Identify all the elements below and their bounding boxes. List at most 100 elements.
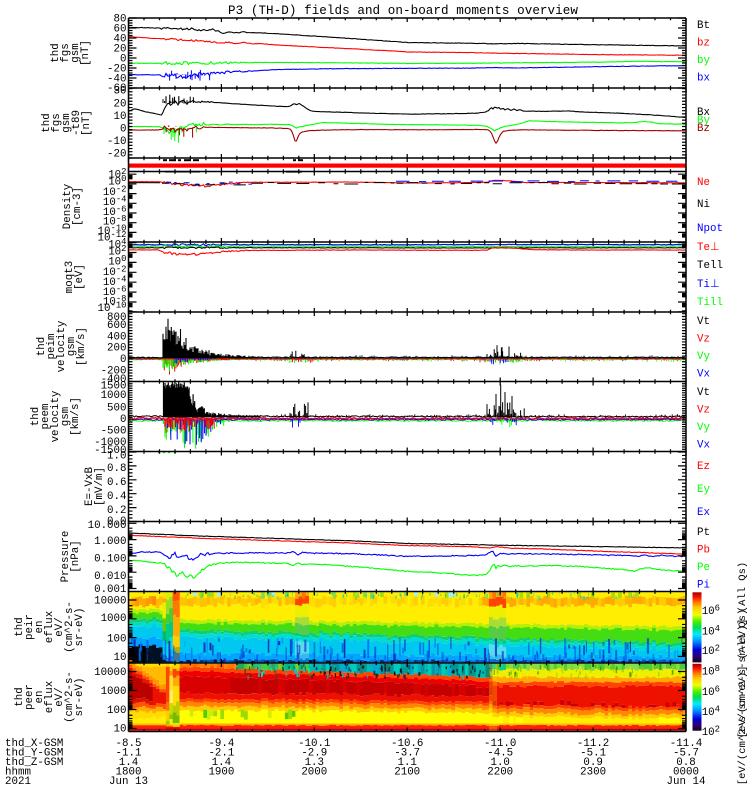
svg-text:-9.4: -9.4: [208, 738, 234, 750]
svg-text:thd: thd: [14, 687, 26, 706]
svg-text:Npot: Npot: [697, 223, 723, 235]
svg-text:0000: 0000: [673, 766, 699, 778]
svg-text:Bx: Bx: [697, 107, 710, 119]
svg-text:P3 (TH-D) fields and on-board: P3 (TH-D) fields and on-board moments ov…: [228, 4, 578, 18]
svg-text:10.000: 10.000: [88, 520, 127, 532]
svg-text:-t89: -t89: [71, 110, 83, 136]
svg-text:400: 400: [107, 331, 126, 343]
svg-text:600: 600: [107, 320, 126, 332]
svg-text:en: en: [34, 691, 46, 704]
svg-text:1900: 1900: [208, 766, 234, 778]
svg-text:by: by: [697, 55, 710, 67]
svg-text:Jun 14: Jun 14: [667, 776, 706, 788]
svg-text:500: 500: [107, 402, 126, 414]
svg-text:1.3: 1.3: [305, 757, 324, 769]
svg-text:gsm: gsm: [61, 113, 73, 132]
svg-text:100: 100: [107, 705, 126, 717]
svg-text:-2.1: -2.1: [208, 747, 234, 759]
svg-text:Pb: Pb: [697, 544, 710, 556]
svg-text:[mV/m]: [mV/m]: [94, 467, 106, 506]
svg-text:10: 10: [114, 111, 127, 123]
svg-text:Ez: Ez: [697, 461, 710, 473]
svg-text:10000: 10000: [94, 596, 126, 608]
svg-text:0.4: 0.4: [107, 491, 126, 503]
svg-text:Vz: Vz: [697, 404, 710, 416]
svg-text:10: 10: [114, 724, 127, 736]
svg-text:1000: 1000: [101, 613, 127, 625]
svg-text:0.001: 0.001: [94, 584, 126, 596]
svg-text:(cm^2-s-: (cm^2-s-: [64, 671, 76, 723]
svg-text:1000: 1000: [101, 390, 127, 402]
svg-text:moqt3: moqt3: [64, 261, 76, 293]
svg-text:20: 20: [114, 98, 127, 110]
svg-text:0.100: 0.100: [94, 554, 126, 566]
svg-text:-5.7: -5.7: [673, 747, 699, 759]
svg-text:-20: -20: [107, 149, 126, 161]
svg-text:1.000: 1.000: [94, 536, 126, 548]
svg-text:[eV/(cm^2-s-sr-eV)] (All Qs): [eV/(cm^2-s-sr-eV)] (All Qs): [737, 562, 749, 738]
svg-text:[nPa]: [nPa]: [70, 540, 82, 572]
svg-text:-40: -40: [107, 74, 126, 86]
svg-text:thd_Y-GSM: thd_Y-GSM: [5, 747, 63, 759]
svg-text:peem: peem: [40, 404, 52, 430]
svg-text:thd: thd: [50, 43, 62, 62]
svg-text:-3.7: -3.7: [394, 747, 420, 759]
svg-text:-20: -20: [107, 64, 126, 76]
svg-text:60: 60: [114, 24, 127, 36]
svg-text:Bt: Bt: [697, 20, 710, 32]
svg-text:Ne: Ne: [697, 177, 710, 189]
svg-text:thd_X-GSM: thd_X-GSM: [5, 738, 63, 750]
svg-text:Ti⊥: Ti⊥: [697, 279, 719, 291]
svg-text:sr-eV): sr-eV): [74, 678, 86, 717]
svg-text:0: 0: [120, 54, 126, 66]
svg-text:-8.5: -8.5: [116, 738, 142, 750]
svg-text:100: 100: [107, 634, 126, 646]
svg-text:thd: thd: [14, 617, 26, 636]
svg-text:sr-eV): sr-eV): [74, 608, 86, 647]
svg-text:2200: 2200: [487, 766, 513, 778]
svg-text:1800: 1800: [116, 766, 142, 778]
svg-text:40: 40: [114, 34, 127, 46]
svg-text:peir: peir: [24, 614, 36, 640]
svg-text:en: en: [34, 621, 46, 634]
svg-text:30: 30: [114, 86, 127, 98]
svg-text:-10.1: -10.1: [298, 738, 330, 750]
svg-text:-200: -200: [101, 365, 127, 377]
svg-text:[nT]: [nT]: [80, 40, 92, 66]
svg-text:-1000: -1000: [94, 437, 126, 449]
svg-text:bx: bx: [697, 72, 710, 84]
svg-text:0: 0: [120, 354, 126, 366]
svg-text:2000: 2000: [301, 766, 327, 778]
svg-text:-60: -60: [107, 83, 126, 95]
svg-text:[cm-3]: [cm-3]: [72, 187, 84, 226]
svg-text:peim: peim: [46, 334, 58, 360]
svg-text:[eV]: [eV]: [74, 264, 86, 290]
svg-text:0.8: 0.8: [676, 757, 695, 769]
svg-text:thd_Z-GSM: thd_Z-GSM: [5, 757, 63, 769]
svg-text:Vz: Vz: [697, 333, 710, 345]
svg-text:2021: 2021: [5, 776, 31, 788]
svg-text:0.6: 0.6: [107, 477, 126, 489]
svg-text:Pi: Pi: [697, 579, 710, 591]
svg-text:Bz: Bz: [697, 123, 710, 135]
svg-text:-4.5: -4.5: [487, 747, 513, 759]
svg-text:1.4: 1.4: [212, 757, 231, 769]
svg-text:hhmm: hhmm: [5, 766, 31, 778]
svg-text:0.2: 0.2: [107, 505, 126, 517]
svg-text:0: 0: [120, 414, 126, 426]
svg-text:Vt: Vt: [697, 316, 710, 328]
svg-text:velocity: velocity: [56, 320, 68, 372]
svg-text:Ex: Ex: [697, 507, 710, 519]
svg-text:[km/s]: [km/s]: [76, 327, 88, 366]
svg-text:thd: thd: [36, 337, 48, 356]
svg-text:0.010: 0.010: [94, 571, 126, 583]
svg-text:-11.4: -11.4: [670, 738, 702, 750]
svg-text:-500: -500: [101, 425, 127, 437]
svg-text:eflux: eflux: [44, 681, 56, 713]
svg-text:bz: bz: [697, 37, 710, 49]
svg-text:velocity: velocity: [50, 390, 62, 442]
svg-text:0.9: 0.9: [583, 757, 602, 769]
svg-text:Ni: Ni: [697, 199, 710, 211]
svg-text:Vy: Vy: [697, 422, 710, 434]
svg-text:Till: Till: [697, 297, 723, 309]
